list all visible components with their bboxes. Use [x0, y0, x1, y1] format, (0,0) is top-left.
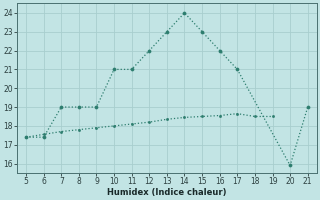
X-axis label: Humidex (Indice chaleur): Humidex (Indice chaleur)	[107, 188, 227, 197]
